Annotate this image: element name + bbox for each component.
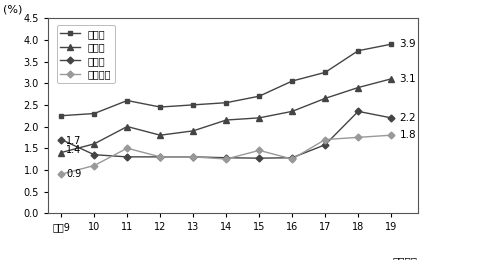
Text: 1.4: 1.4 xyxy=(66,145,82,155)
高等学校 xyxy=(59,173,64,176)
Text: 3.1: 3.1 xyxy=(399,74,416,84)
小学校 xyxy=(323,71,328,74)
高等学校 xyxy=(157,155,163,158)
Line: 小学校: 小学校 xyxy=(59,42,394,118)
小学校 xyxy=(124,99,130,102)
幼稚园 xyxy=(157,155,163,158)
中学校 xyxy=(323,97,328,100)
Text: 0.9: 0.9 xyxy=(66,169,82,179)
幼稚园 xyxy=(223,156,229,159)
中学校 xyxy=(157,134,163,137)
高等学校 xyxy=(388,134,394,137)
小学校 xyxy=(388,43,394,46)
小学校 xyxy=(157,106,163,109)
中学校 xyxy=(124,125,130,128)
高等学校 xyxy=(223,158,229,161)
Text: 3.9: 3.9 xyxy=(399,39,416,49)
幼稚园 xyxy=(191,155,196,158)
小学校 xyxy=(355,49,361,52)
小学校 xyxy=(223,101,229,104)
幼稚园 xyxy=(91,153,97,156)
高等学校 xyxy=(323,138,328,141)
小学校 xyxy=(289,80,295,83)
Line: 中学校: 中学校 xyxy=(59,76,394,155)
小学校 xyxy=(91,112,97,115)
高等学校 xyxy=(256,149,262,152)
高等学校 xyxy=(91,164,97,167)
Line: 幼稚园: 幼稚园 xyxy=(59,109,394,161)
Text: 1.8: 1.8 xyxy=(399,130,416,140)
Legend: 小学校, 中学校, 幼稚园, 高等学校: 小学校, 中学校, 幼稚园, 高等学校 xyxy=(57,25,115,83)
Text: （年度）: （年度） xyxy=(393,256,418,260)
幼稚园 xyxy=(124,155,130,158)
幼稚园 xyxy=(323,143,328,146)
幼稚园 xyxy=(256,157,262,160)
高等学校 xyxy=(289,158,295,161)
中学校 xyxy=(191,129,196,132)
中学校 xyxy=(388,77,394,80)
Text: (%): (%) xyxy=(3,4,22,14)
高等学校 xyxy=(124,147,130,150)
小学校 xyxy=(256,95,262,98)
幼稚园 xyxy=(388,116,394,119)
幼稚园 xyxy=(59,138,64,141)
幼稚园 xyxy=(289,156,295,159)
中学校 xyxy=(91,142,97,145)
高等学校 xyxy=(355,136,361,139)
小学校 xyxy=(59,114,64,117)
小学校 xyxy=(191,103,196,106)
Text: 2.2: 2.2 xyxy=(399,113,416,123)
中学校 xyxy=(59,151,64,154)
中学校 xyxy=(289,110,295,113)
中学校 xyxy=(223,119,229,122)
高等学校 xyxy=(191,155,196,158)
中学校 xyxy=(256,116,262,119)
幼稚园 xyxy=(355,110,361,113)
Text: 1.7: 1.7 xyxy=(66,136,82,146)
中学校 xyxy=(355,86,361,89)
Line: 高等学校: 高等学校 xyxy=(59,133,394,177)
